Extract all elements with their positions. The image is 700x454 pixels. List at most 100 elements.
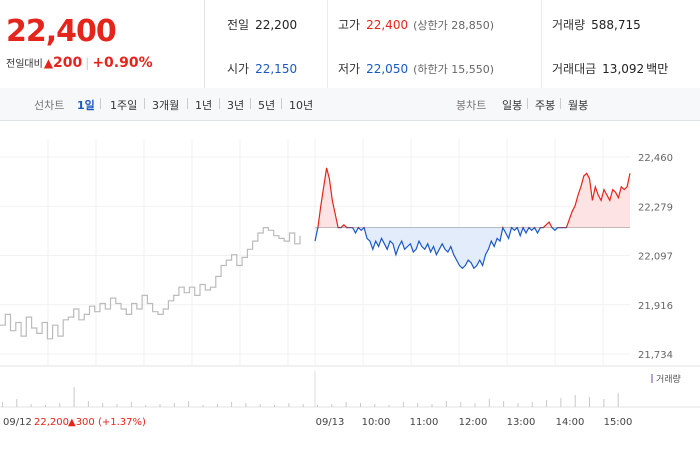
chart-period-tabs: 선차트 1일 1주일 3개월 1년 3년 5년 10년 봉차트 일봉 주봉 월봉 [0,88,700,121]
volume-value: 588,715 [591,18,641,32]
current-price-box: 22,400 전일대비▲200 | +0.90% [0,0,205,88]
metrics-column-2: 고가 22,400 (상한가 28,850) 저가 22,050 (하한가 15,550… [327,0,548,88]
y-tick-label: 22,460 [638,153,673,164]
high-label: 고가 [338,18,361,32]
lower-limit: (하한가 15,550) [413,63,495,76]
tab-10-years[interactable]: 10년 [289,99,314,112]
volume-bar [360,403,361,407]
x-tick-label: 14:00 [556,417,585,428]
volume-bar [546,400,548,407]
volume-bar [87,401,89,407]
chart-labels: 거래량 09/13 10:00 11:00 12:00 13:00 14:00 15:00 09… [3,373,681,428]
volume-bar [59,403,61,407]
volume-bar [445,401,447,407]
prev-day-change: ▲300 (+1.37%) [68,417,146,428]
intraday-chart: 22,460 22,279 22,097 21,916 21,734 거래량 09/13 1… [0,121,700,450]
tab-divider [560,98,561,109]
change-amount: 200 [53,55,83,71]
volume-bar [16,399,18,407]
volume-bar [474,403,476,407]
volume-bar [574,395,576,407]
prev-close-label: 전일 [227,18,250,32]
tab-divider [187,98,188,109]
volume-bar [417,403,419,407]
volume-bar [589,397,590,407]
prev-day-price-line [0,227,301,340]
open-value: 22,150 [255,62,298,76]
trade-value-label: 거래대금 [552,62,597,76]
tab-divider [281,98,282,109]
volume-bar [402,402,404,407]
volume-bar [130,402,132,407]
open-label: 시가 [227,62,250,76]
volume-row: 거래량 588,715 [552,16,641,33]
change-rate: +0.90% [92,55,153,71]
price-chart-svg: 22,460 22,279 22,097 21,916 21,734 거래량 09/13 1… [0,139,700,428]
tab-1-day[interactable]: 1일 [77,99,95,112]
prev-close-row: 전일 22,200 [227,16,297,33]
volume-bar [73,387,75,407]
open-row: 시가 22,150 [227,60,297,77]
tab-3-months[interactable]: 3개월 [152,99,180,112]
volume-bar [531,402,533,407]
volume-bar [202,405,204,407]
today-price-line-down [314,227,568,270]
volume-bar [603,399,605,407]
y-tick-label: 22,279 [638,202,673,213]
low-label: 저가 [338,62,361,76]
x-tick-label: 11:00 [410,417,439,428]
volume-bar [274,405,275,407]
chart-fills [315,167,630,269]
volume-bar [159,404,161,407]
volume-bar [216,404,218,407]
volume-bar [374,404,376,407]
chart-grid [0,139,700,408]
volume-bar [431,404,433,407]
y-tick-label: 21,734 [638,350,673,361]
tab-weekly-candle[interactable]: 주봉 [535,99,556,112]
trade-value-row: 거래대금 13,092 백만 [552,60,668,77]
volume-bar [345,402,347,407]
change-summary: 전일대비▲200 | +0.90% [6,55,153,71]
current-price: 22,400 [6,14,117,49]
x-tick-label: 09/13 [316,417,345,428]
tab-1-week[interactable]: 1주일 [110,99,138,112]
volume-bar [145,405,147,407]
below-reference-fill [315,227,630,269]
x-tick-label: 15:00 [604,417,633,428]
volume-bar [302,404,304,407]
volume-bar [231,402,233,407]
volume-bar [331,404,333,407]
price-metrics: 전일 22,200 시가 22,150 고가 22,400 (상한가 28,850) 저… [205,0,700,88]
volume-bar [116,404,118,407]
x-tick-label: 10:00 [362,417,391,428]
low-row: 저가 22,050 (하한가 15,550) [338,60,494,77]
volume-bar [2,402,3,407]
tab-monthly-candle[interactable]: 월봉 [568,99,589,112]
tab-3-years[interactable]: 3년 [227,99,245,112]
volume-bar [245,403,247,407]
divider: | [85,56,90,70]
chart-lines [0,167,631,340]
volume-bar [517,403,519,407]
volume-bar [173,403,175,407]
volume-bar [45,405,46,407]
volume-bar [503,401,505,407]
volume-bar [102,403,104,407]
tab-1-year[interactable]: 1년 [195,99,213,112]
change-label: 전일대비 [6,59,43,70]
tab-5-years[interactable]: 5년 [258,99,276,112]
today-price-line-up [317,167,631,228]
tab-divider [219,98,220,109]
tab-divider [250,98,251,109]
quote-header: 22,400 전일대비▲200 | +0.90% 전일 22,200 시가 22,150… [0,0,700,89]
volume-bar [560,398,562,407]
volume-bar [388,405,390,407]
x-tick-label: 13:00 [507,417,536,428]
tab-divider [144,98,145,109]
low-value: 22,050 [366,62,409,76]
volume-bar [460,402,462,407]
upper-limit: (상한가 28,850) [413,19,495,32]
tab-daily-candle[interactable]: 일봉 [502,99,523,112]
chart-ticks: 22,460 22,279 22,097 21,916 21,734 [638,153,673,361]
